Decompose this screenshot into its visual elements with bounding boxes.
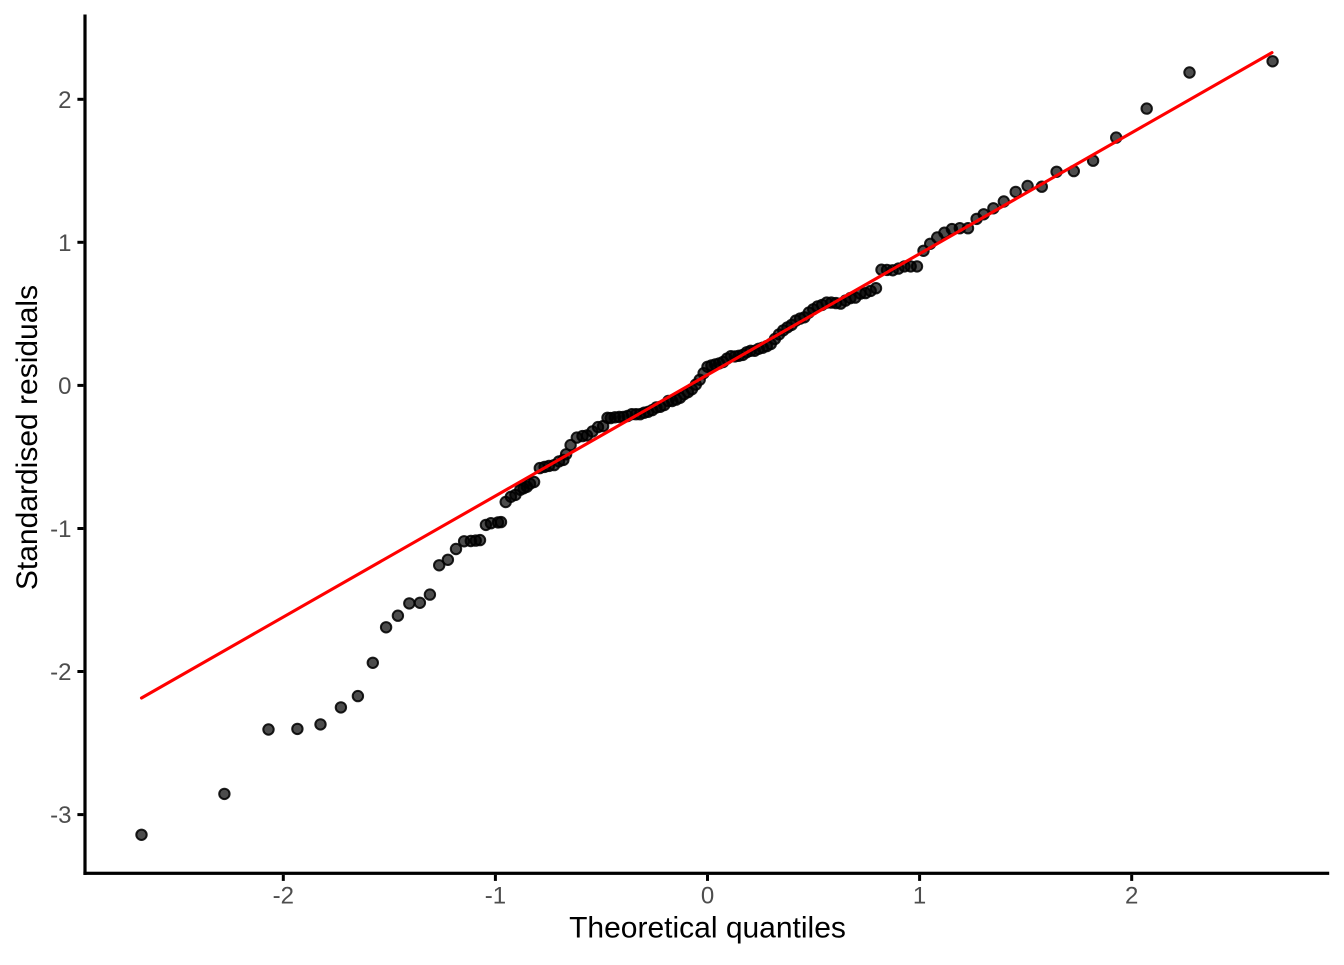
- svg-text:-2: -2: [273, 882, 294, 909]
- svg-text:-2: -2: [50, 659, 71, 686]
- svg-text:Theoretical quantiles: Theoretical quantiles: [569, 912, 846, 945]
- svg-text:0: 0: [58, 373, 71, 400]
- svg-text:-1: -1: [50, 516, 71, 543]
- svg-text:Standardised residuals: Standardised residuals: [11, 285, 44, 590]
- svg-text:2: 2: [1125, 882, 1138, 909]
- svg-text:1: 1: [913, 882, 926, 909]
- svg-text:0: 0: [701, 882, 714, 909]
- svg-text:-3: -3: [50, 802, 71, 829]
- svg-text:2: 2: [58, 87, 71, 114]
- svg-text:-1: -1: [485, 882, 506, 909]
- svg-text:1: 1: [58, 230, 71, 257]
